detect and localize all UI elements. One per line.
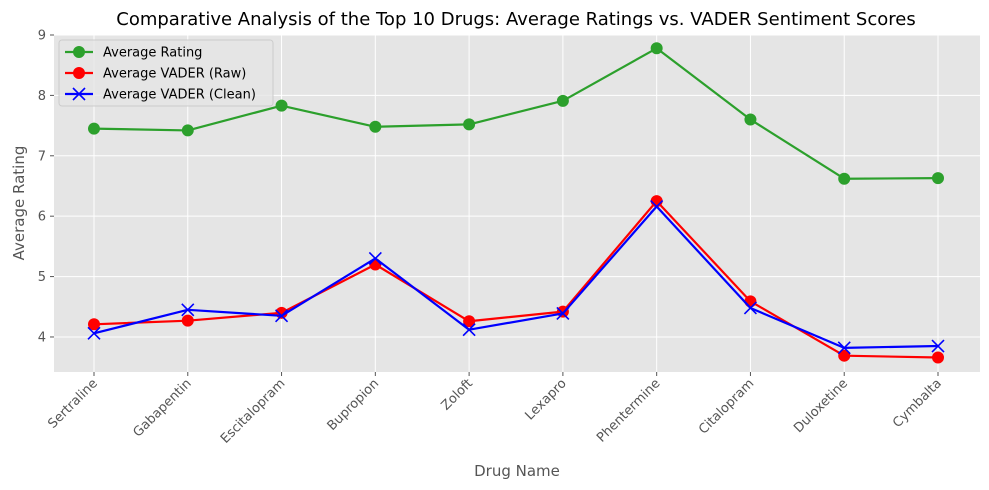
data-point — [73, 67, 85, 79]
data-point — [72, 87, 86, 101]
y-axis-label: Average Rating — [10, 146, 28, 261]
data-point — [274, 309, 289, 323]
y-tick-label: 7 — [38, 149, 46, 164]
x-tick-label: Escitalopram — [218, 376, 288, 446]
data-point — [932, 351, 944, 364]
x-marker-stroke — [743, 301, 758, 315]
data-point — [650, 199, 664, 214]
data-point — [88, 318, 100, 331]
data-point — [368, 251, 382, 266]
data-point — [837, 341, 851, 355]
x-tick-label: Sertraline — [45, 376, 100, 431]
x-tick-label: Duloxetine — [791, 376, 851, 436]
legend-label: Average Rating — [103, 46, 202, 61]
legend-item: Average Rating — [65, 46, 202, 61]
y-tick-label: 5 — [38, 270, 46, 285]
x-tick-label: Citalopram — [696, 376, 757, 437]
x-tick-label: Gabapentin — [130, 376, 194, 440]
data-point — [462, 323, 476, 337]
data-series — [87, 42, 945, 364]
x-marker-stroke — [181, 303, 195, 317]
series-line — [93, 47, 939, 180]
legend-label: Average VADER (Clean) — [103, 88, 256, 103]
y-tick-label: 8 — [38, 89, 46, 104]
data-point — [743, 301, 758, 315]
chart-title: Comparative Analysis of the Top 10 Drugs… — [116, 9, 915, 30]
data-point — [932, 172, 944, 185]
data-point — [181, 314, 194, 327]
y-tick-label: 9 — [38, 29, 46, 44]
data-point — [73, 46, 85, 58]
data-point — [463, 118, 476, 131]
data-point — [88, 122, 100, 135]
legend-item: Average VADER (Raw) — [65, 67, 246, 82]
x-marker-stroke — [87, 326, 101, 340]
data-point — [181, 124, 194, 137]
legend-box — [58, 39, 274, 107]
x-marker-stroke — [274, 309, 289, 323]
x-marker-stroke — [650, 199, 664, 214]
legend: Average Rating Average VADER (Raw) Average… — [58, 39, 274, 107]
x-tick-label: Zoloft — [439, 376, 476, 413]
data-point — [650, 195, 663, 208]
legend-label: Average VADER (Raw) — [103, 67, 246, 82]
data-point — [369, 120, 382, 133]
x-marker-stroke — [837, 341, 851, 355]
legend-item: Average VADER (Clean) — [65, 87, 256, 103]
y-tick-label: 4 — [38, 330, 46, 345]
series-average-vader-clean — [87, 199, 945, 355]
data-point — [181, 303, 195, 317]
data-point — [556, 94, 569, 107]
x-marker-stroke — [72, 87, 86, 101]
y-tick-label: 6 — [38, 210, 46, 225]
x-tick-label: Bupropion — [325, 376, 383, 434]
series-line — [93, 205, 939, 349]
x-axis-ticks: Sertraline Gabapentin Escitalopram Bupropio… — [45, 372, 945, 447]
data-point — [463, 315, 476, 328]
x-tick-label: Cymbalta — [890, 376, 945, 431]
data-point — [838, 349, 851, 362]
data-point — [838, 172, 851, 185]
series-average-rating — [88, 42, 944, 185]
x-axis-label: Drug Name — [474, 462, 560, 480]
data-point — [87, 326, 101, 340]
x-marker-stroke — [462, 323, 476, 337]
x-marker-stroke — [368, 251, 382, 266]
data-point — [931, 339, 945, 353]
x-marker-stroke — [931, 339, 945, 353]
data-point — [650, 42, 663, 55]
data-point — [744, 113, 757, 126]
data-point — [275, 99, 288, 112]
x-marker-stroke — [556, 306, 570, 320]
y-axis-ticks: 4 5 6 7 8 9 — [38, 29, 54, 345]
x-tick-label: Phentermine — [594, 376, 663, 445]
data-point — [556, 306, 570, 320]
x-tick-label: Lexapro — [523, 376, 570, 423]
